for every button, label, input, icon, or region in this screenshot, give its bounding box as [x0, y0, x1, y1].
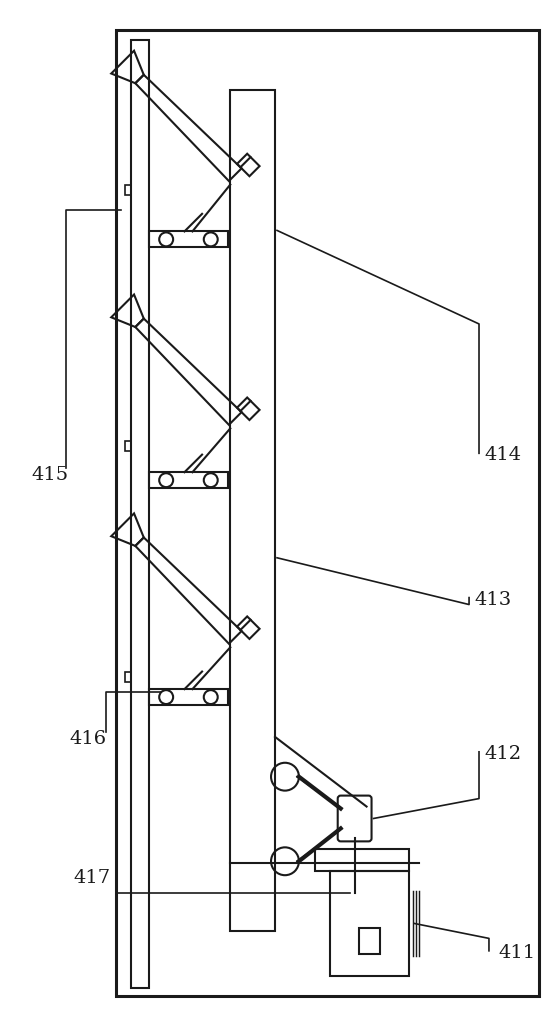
Text: 413: 413	[474, 590, 511, 609]
Bar	[125, 185, 130, 194]
Bar	[125, 672, 130, 683]
Bar	[315, 849, 409, 871]
Bar	[148, 472, 228, 488]
Text: 412: 412	[484, 744, 521, 763]
Text: 416: 416	[69, 730, 106, 747]
Bar	[230, 90, 275, 931]
Text: 411: 411	[499, 944, 536, 962]
Bar	[148, 689, 228, 705]
Bar	[358, 928, 380, 954]
Bar	[148, 231, 228, 248]
Bar	[130, 40, 148, 988]
Bar	[125, 441, 130, 451]
Bar	[116, 31, 539, 995]
Text: 414: 414	[484, 446, 521, 465]
Bar	[330, 871, 409, 976]
Text: 415: 415	[31, 466, 68, 484]
Text: 417: 417	[73, 869, 110, 887]
